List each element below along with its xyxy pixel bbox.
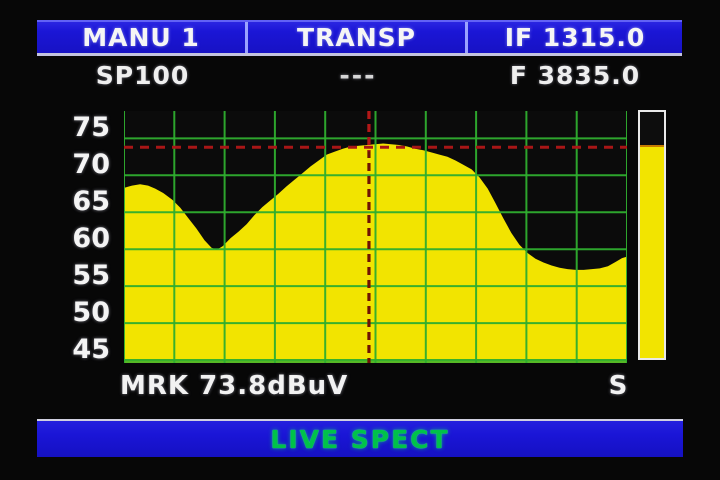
status-letter: S [608,371,628,401]
transponder-value-label: --- [339,61,377,90]
y-tick-label: 45 [72,334,110,365]
y-tick-label: 75 [72,112,110,143]
y-tick-label: 60 [72,223,110,254]
y-tick-label: 50 [72,297,110,328]
header-cell-preset[interactable]: MANU 1 [82,23,200,52]
sub-header-row: SP100 --- F 3835.0 [37,59,682,92]
level-bar [638,110,666,360]
header-cell-transp[interactable]: TRANSP [245,22,465,53]
y-tick-label: 65 [72,186,110,217]
header-bar: MANU 1 TRANSP IF 1315.0 [37,20,682,56]
spectrum-plot [124,111,627,363]
y-axis-tick-labels: 75 70 65 60 55 50 45 [52,111,110,365]
spectrum-trace-svg [124,111,627,363]
y-tick-label: 55 [72,260,110,291]
span-label: SP100 [95,61,190,90]
y-tick-label: 70 [72,149,110,180]
mode-label: LIVE SPECT [270,424,450,454]
header-cell-if-frequency[interactable]: IF 1315.0 [465,22,682,53]
frequency-label: F 3835.0 [509,61,641,90]
level-bar-fill [640,145,664,358]
mode-bar[interactable]: LIVE SPECT [37,419,683,457]
marker-readout: MRK 73.8dBuV [120,371,349,401]
